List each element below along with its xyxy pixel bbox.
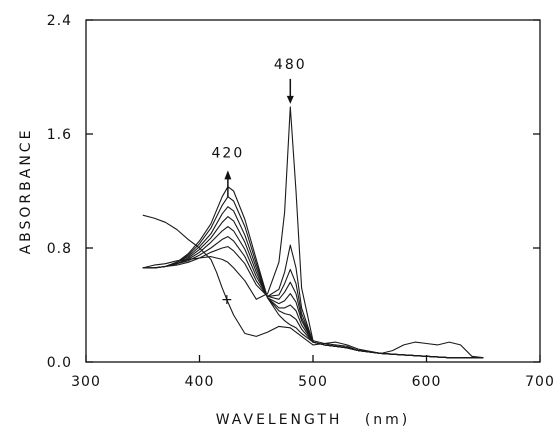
isosbestic-marker: + — [221, 292, 235, 308]
spectrum-line-1 — [142, 186, 484, 359]
spectrum-line-9 — [142, 214, 484, 359]
peak-label-420: 420 — [212, 145, 245, 161]
x-tick-label: 600 — [412, 374, 442, 390]
y-axis-label: ABSORBANCE — [18, 128, 34, 255]
y-tick-label: 2.4 — [47, 13, 72, 29]
annotations: 480 420 + — [212, 57, 307, 308]
x-tick-label: 700 — [525, 374, 555, 390]
y-tick-label: 0.0 — [47, 355, 72, 371]
plot-frame — [85, 19, 541, 363]
up-arrow-head — [224, 170, 232, 180]
x-axis-label: WAVELENGTH (nm) — [216, 412, 411, 428]
down-arrow-head — [286, 95, 294, 104]
spectrum-line-4 — [142, 216, 484, 359]
x-tick-label: 400 — [185, 374, 215, 390]
spectrum-line-5 — [142, 226, 484, 359]
axis-ticks — [85, 19, 541, 363]
spectrum-line-8 — [142, 106, 484, 359]
spectrum-line-3 — [142, 206, 484, 359]
x-tick-label: 500 — [298, 374, 328, 390]
spectra-series — [142, 106, 484, 359]
tick-labels: 300 400 500 600 700 0.0 0.8 1.6 2.4 — [47, 13, 555, 390]
x-tick-label: 300 — [71, 374, 101, 390]
spectrum-line-2 — [142, 196, 484, 359]
y-tick-label: 1.6 — [47, 127, 72, 143]
peak-label-480: 480 — [274, 57, 307, 73]
y-tick-label: 0.8 — [47, 241, 72, 257]
